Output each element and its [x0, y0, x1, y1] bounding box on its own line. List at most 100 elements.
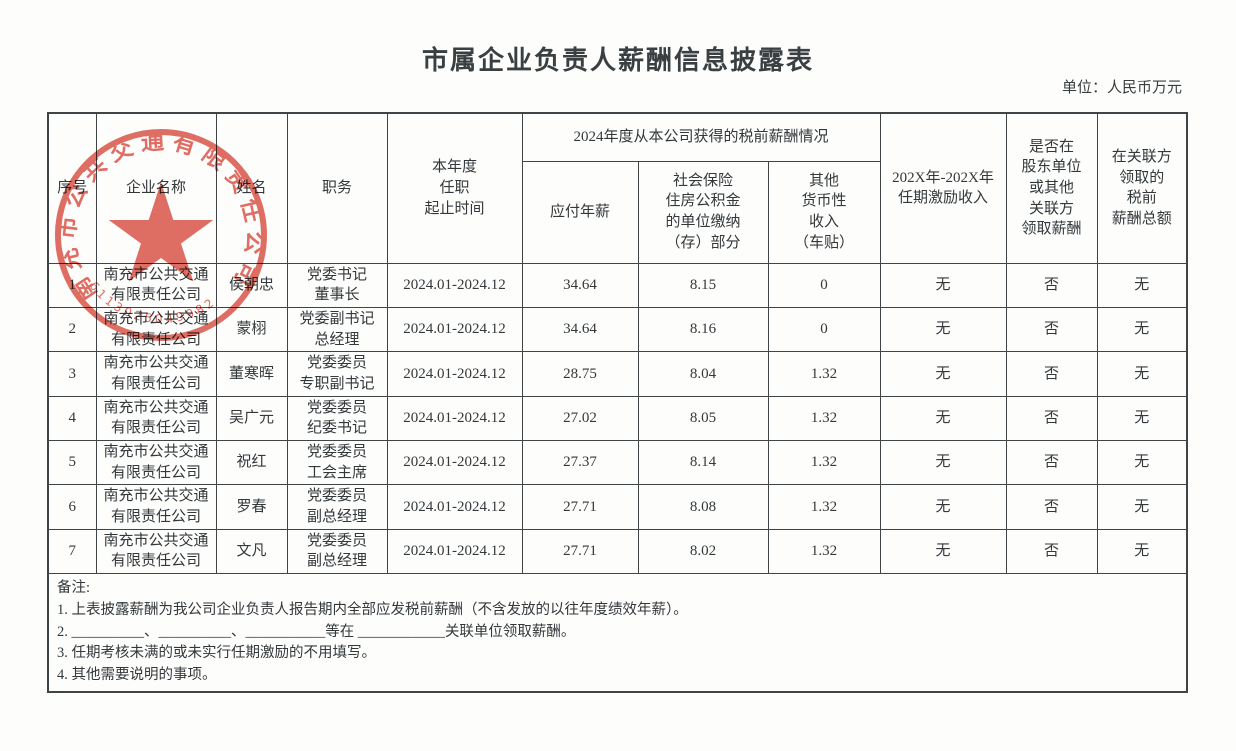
table-cell: 8.02 — [637, 528, 769, 575]
table-cell: 无 — [1096, 351, 1188, 397]
note-item-4: 4. 其他需要说明的事项。 — [57, 667, 217, 684]
table-cell: 6 — [47, 484, 97, 530]
table-cell: 无 — [879, 395, 1007, 442]
table-cell: 侯朝忠 — [215, 262, 288, 308]
table-cell: 27.71 — [521, 528, 639, 575]
header-shareholder-pay: 是否在 股东单位 或其他 关联方 领取薪酬 — [1005, 112, 1098, 264]
table-cell: 否 — [1005, 351, 1098, 397]
table-cell: 0 — [767, 306, 881, 353]
table-cell: 董寒晖 — [215, 351, 288, 397]
table-cell: 8.05 — [637, 395, 769, 442]
note-item-1: 1. 上表披露薪酬为我公司企业负责人报告期内全部应发税前薪酬（不含发放的以往年度… — [57, 601, 688, 618]
table-cell: 无 — [879, 262, 1007, 308]
table-cell: 1.32 — [767, 351, 881, 397]
table-cell: 南充市公共交通 有限责任公司 — [95, 484, 217, 530]
table-cell: 蒙栩 — [215, 306, 288, 353]
header-related-total: 在关联方 领取的 税前 薪酬总额 — [1096, 112, 1188, 264]
note-item-3: 3. 任期考核未满的或未实行任期激励的不用填写。 — [57, 645, 376, 662]
table-cell: 南充市公共交通 有限责任公司 — [95, 439, 217, 486]
table-cell: 4 — [47, 395, 97, 442]
table-cell: 无 — [879, 484, 1007, 530]
note-item-2: 2. __________、__________、___________等在 _… — [57, 623, 576, 640]
table-cell: 1.32 — [767, 395, 881, 442]
table-cell: 8.15 — [637, 262, 769, 308]
table-cell: 1.32 — [767, 528, 881, 575]
table-cell: 无 — [879, 528, 1007, 575]
table-cell: 2 — [47, 306, 97, 353]
header-company: 企业名称 — [95, 112, 217, 264]
table-cell: 否 — [1005, 439, 1098, 486]
table-cell: 罗春 — [215, 484, 288, 530]
table-cell: 8.04 — [637, 351, 769, 397]
table-cell: 1.32 — [767, 439, 881, 486]
table-cell: 8.16 — [637, 306, 769, 353]
table-cell: 党委委员 副总经理 — [286, 528, 388, 575]
table-cell: 无 — [879, 351, 1007, 397]
table-cell: 无 — [879, 306, 1007, 353]
table-cell: 无 — [879, 439, 1007, 486]
table-cell: 无 — [1096, 439, 1188, 486]
header-insurance-fund: 社会保险 住房公积金 的单位缴纳 （存）部分 — [637, 160, 769, 264]
unit-label: 单位：人民币万元 — [1061, 80, 1182, 96]
table-cell: 无 — [1096, 395, 1188, 442]
table-cell: 2024.01-2024.12 — [386, 262, 523, 308]
table-row: 6 南充市公共交通 有限责任公司 罗春 党委委员 副总经理 2024.01-2024.1… — [47, 484, 1188, 530]
table-cell: 否 — [1005, 528, 1098, 575]
notes-block: 备注: 1. 上表披露薪酬为我公司企业负责人报告期内全部应发税前薪酬（不含发放的… — [47, 573, 1188, 693]
table-cell: 南充市公共交通 有限责任公司 — [95, 395, 217, 442]
table-cell: 党委书记 董事长 — [286, 262, 388, 308]
header-term-incentive: 202X年-202X年 任期激励收入 — [879, 112, 1007, 264]
table-cell: 南充市公共交通 有限责任公司 — [95, 262, 217, 308]
table-cell: 否 — [1005, 306, 1098, 353]
table-cell: 2024.01-2024.12 — [386, 484, 523, 530]
table-cell: 南充市公共交通 有限责任公司 — [95, 306, 217, 353]
table-cell: 27.02 — [521, 395, 639, 442]
table-cell: 8.14 — [637, 439, 769, 486]
table-cell: 5 — [47, 439, 97, 486]
table-cell: 否 — [1005, 395, 1098, 442]
table-cell: 党委委员 纪委书记 — [286, 395, 388, 442]
table-cell: 2024.01-2024.12 — [386, 528, 523, 575]
table-row: 5 南充市公共交通 有限责任公司 祝红 党委委员 工会主席 2024.01-2024.1… — [47, 439, 1188, 486]
table-cell: 2024.01-2024.12 — [386, 395, 523, 442]
table-cell: 否 — [1005, 484, 1098, 530]
table-cell: 1 — [47, 262, 97, 308]
table-cell: 党委副书记 总经理 — [286, 306, 388, 353]
table-cell: 无 — [1096, 484, 1188, 530]
table-cell: 3 — [47, 351, 97, 397]
header-payable-salary: 应付年薪 — [521, 160, 639, 264]
table-cell: 8.08 — [637, 484, 769, 530]
table-cell: 党委委员 副总经理 — [286, 484, 388, 530]
table-row: 3 南充市公共交通 有限责任公司 董寒晖 党委委员 专职副书记 2024.01-2024… — [47, 351, 1188, 397]
table-cell: 党委委员 专职副书记 — [286, 351, 388, 397]
table-body: 1 南充市公共交通 有限责任公司 侯朝忠 党委书记 董事长 2024.01-2024.1… — [47, 262, 1188, 575]
table-cell: 南充市公共交通 有限责任公司 — [95, 528, 217, 575]
table-cell: 祝红 — [215, 439, 288, 486]
header-seq: 序号 — [47, 112, 97, 264]
header-name: 姓名 — [215, 112, 288, 264]
table-cell: 28.75 — [521, 351, 639, 397]
table-cell: 2024.01-2024.12 — [386, 439, 523, 486]
table-cell: 党委委员 工会主席 — [286, 439, 388, 486]
table-cell: 2024.01-2024.12 — [386, 351, 523, 397]
table-cell: 无 — [1096, 528, 1188, 575]
table-cell: 南充市公共交通 有限责任公司 — [95, 351, 217, 397]
table-cell: 吴广元 — [215, 395, 288, 442]
header-position: 职务 — [286, 112, 388, 264]
table-cell: 1.32 — [767, 484, 881, 530]
table-cell: 34.64 — [521, 306, 639, 353]
header-salary-group: 2024年度从本公司获得的税前薪酬情况 — [521, 112, 881, 162]
table-cell: 无 — [1096, 262, 1188, 308]
table-cell: 0 — [767, 262, 881, 308]
table-row: 2 南充市公共交通 有限责任公司 蒙栩 党委副书记 总经理 2024.01-2024.1… — [47, 306, 1188, 353]
table-cell: 7 — [47, 528, 97, 575]
notes-label: 备注: — [57, 580, 91, 597]
table-cell: 34.64 — [521, 262, 639, 308]
table-cell: 无 — [1096, 306, 1188, 353]
header-other-income: 其他 货币性 收入 （车贴） — [767, 160, 881, 264]
table-cell: 文凡 — [215, 528, 288, 575]
header-term: 本年度 任职 起止时间 — [386, 112, 523, 264]
table-cell: 27.71 — [521, 484, 639, 530]
salary-table: 序号 企业名称 姓名 职务 本年度 任职 起止时间 2024年度从本公司获得的税… — [47, 112, 1188, 693]
